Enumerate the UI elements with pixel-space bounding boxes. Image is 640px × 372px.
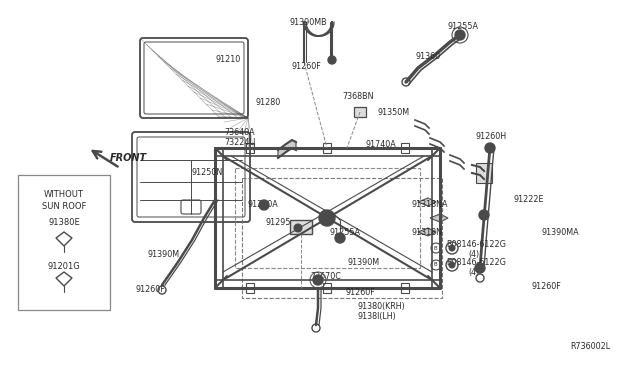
Text: 91380E: 91380E: [48, 218, 80, 227]
Circle shape: [259, 200, 269, 210]
Bar: [401, 143, 409, 153]
Bar: [401, 283, 409, 293]
Text: 91740A: 91740A: [365, 140, 396, 149]
Text: 91390MA: 91390MA: [542, 228, 580, 237]
Text: B: B: [433, 246, 437, 250]
Text: 9138I(LH): 9138I(LH): [358, 312, 397, 321]
Polygon shape: [278, 140, 296, 158]
Bar: [354, 107, 366, 117]
Text: 91318N: 91318N: [412, 228, 443, 237]
Circle shape: [449, 262, 455, 268]
Text: 91260F: 91260F: [532, 282, 562, 291]
Text: (4): (4): [468, 250, 479, 259]
Bar: [18, 175, 110, 310]
Text: 91260F: 91260F: [292, 62, 322, 71]
Text: 91295: 91295: [265, 218, 291, 227]
Circle shape: [449, 245, 455, 251]
Bar: [323, 143, 331, 153]
Circle shape: [479, 210, 489, 220]
Text: 91260F: 91260F: [345, 288, 375, 297]
Text: R736002L: R736002L: [570, 342, 610, 351]
Text: B08146-6122G: B08146-6122G: [446, 258, 506, 267]
Text: 91380(KRH): 91380(KRH): [358, 302, 406, 311]
Text: 91210A: 91210A: [248, 200, 279, 209]
Bar: [323, 283, 331, 293]
Circle shape: [294, 224, 302, 232]
Text: 91318NA: 91318NA: [412, 200, 449, 209]
Bar: [290, 220, 312, 234]
Text: B08146-6122G: B08146-6122G: [446, 240, 506, 249]
Text: 91222E: 91222E: [514, 195, 545, 204]
Text: 91390MB: 91390MB: [290, 18, 328, 27]
Text: 73670C: 73670C: [310, 272, 341, 281]
Polygon shape: [418, 198, 436, 206]
Circle shape: [313, 275, 323, 285]
Bar: [246, 143, 254, 153]
Text: 91280: 91280: [255, 98, 280, 107]
Polygon shape: [56, 272, 72, 286]
Text: 73224U: 73224U: [224, 138, 255, 147]
Text: 91350M: 91350M: [378, 108, 410, 117]
Text: 91255A: 91255A: [448, 22, 479, 31]
Polygon shape: [418, 228, 436, 236]
Text: 91390M: 91390M: [148, 250, 180, 259]
Text: 91260F: 91260F: [135, 285, 164, 294]
Polygon shape: [56, 232, 72, 246]
Text: 91360: 91360: [416, 52, 441, 61]
Circle shape: [328, 56, 336, 64]
Circle shape: [485, 143, 495, 153]
Text: 91255A: 91255A: [330, 228, 361, 237]
Polygon shape: [430, 214, 448, 222]
Circle shape: [335, 233, 345, 243]
Text: 73640A: 73640A: [224, 128, 255, 137]
Bar: [242, 178, 442, 298]
Text: 91201G: 91201G: [47, 262, 81, 271]
Text: (4): (4): [468, 268, 479, 277]
Text: 7368BN: 7368BN: [342, 92, 374, 101]
Bar: [476, 163, 492, 183]
Circle shape: [475, 263, 485, 273]
Circle shape: [455, 30, 465, 40]
Text: 91250N: 91250N: [192, 168, 223, 177]
Text: 91210: 91210: [215, 55, 240, 64]
Bar: [235, 168, 420, 268]
Text: 91390M: 91390M: [348, 258, 380, 267]
Text: WITHOUT: WITHOUT: [44, 190, 84, 199]
Text: 91260H: 91260H: [476, 132, 507, 141]
Text: SUN ROOF: SUN ROOF: [42, 202, 86, 211]
Text: B: B: [433, 263, 437, 267]
Bar: [246, 283, 254, 293]
Circle shape: [319, 210, 335, 226]
Text: FRONT: FRONT: [110, 153, 147, 163]
